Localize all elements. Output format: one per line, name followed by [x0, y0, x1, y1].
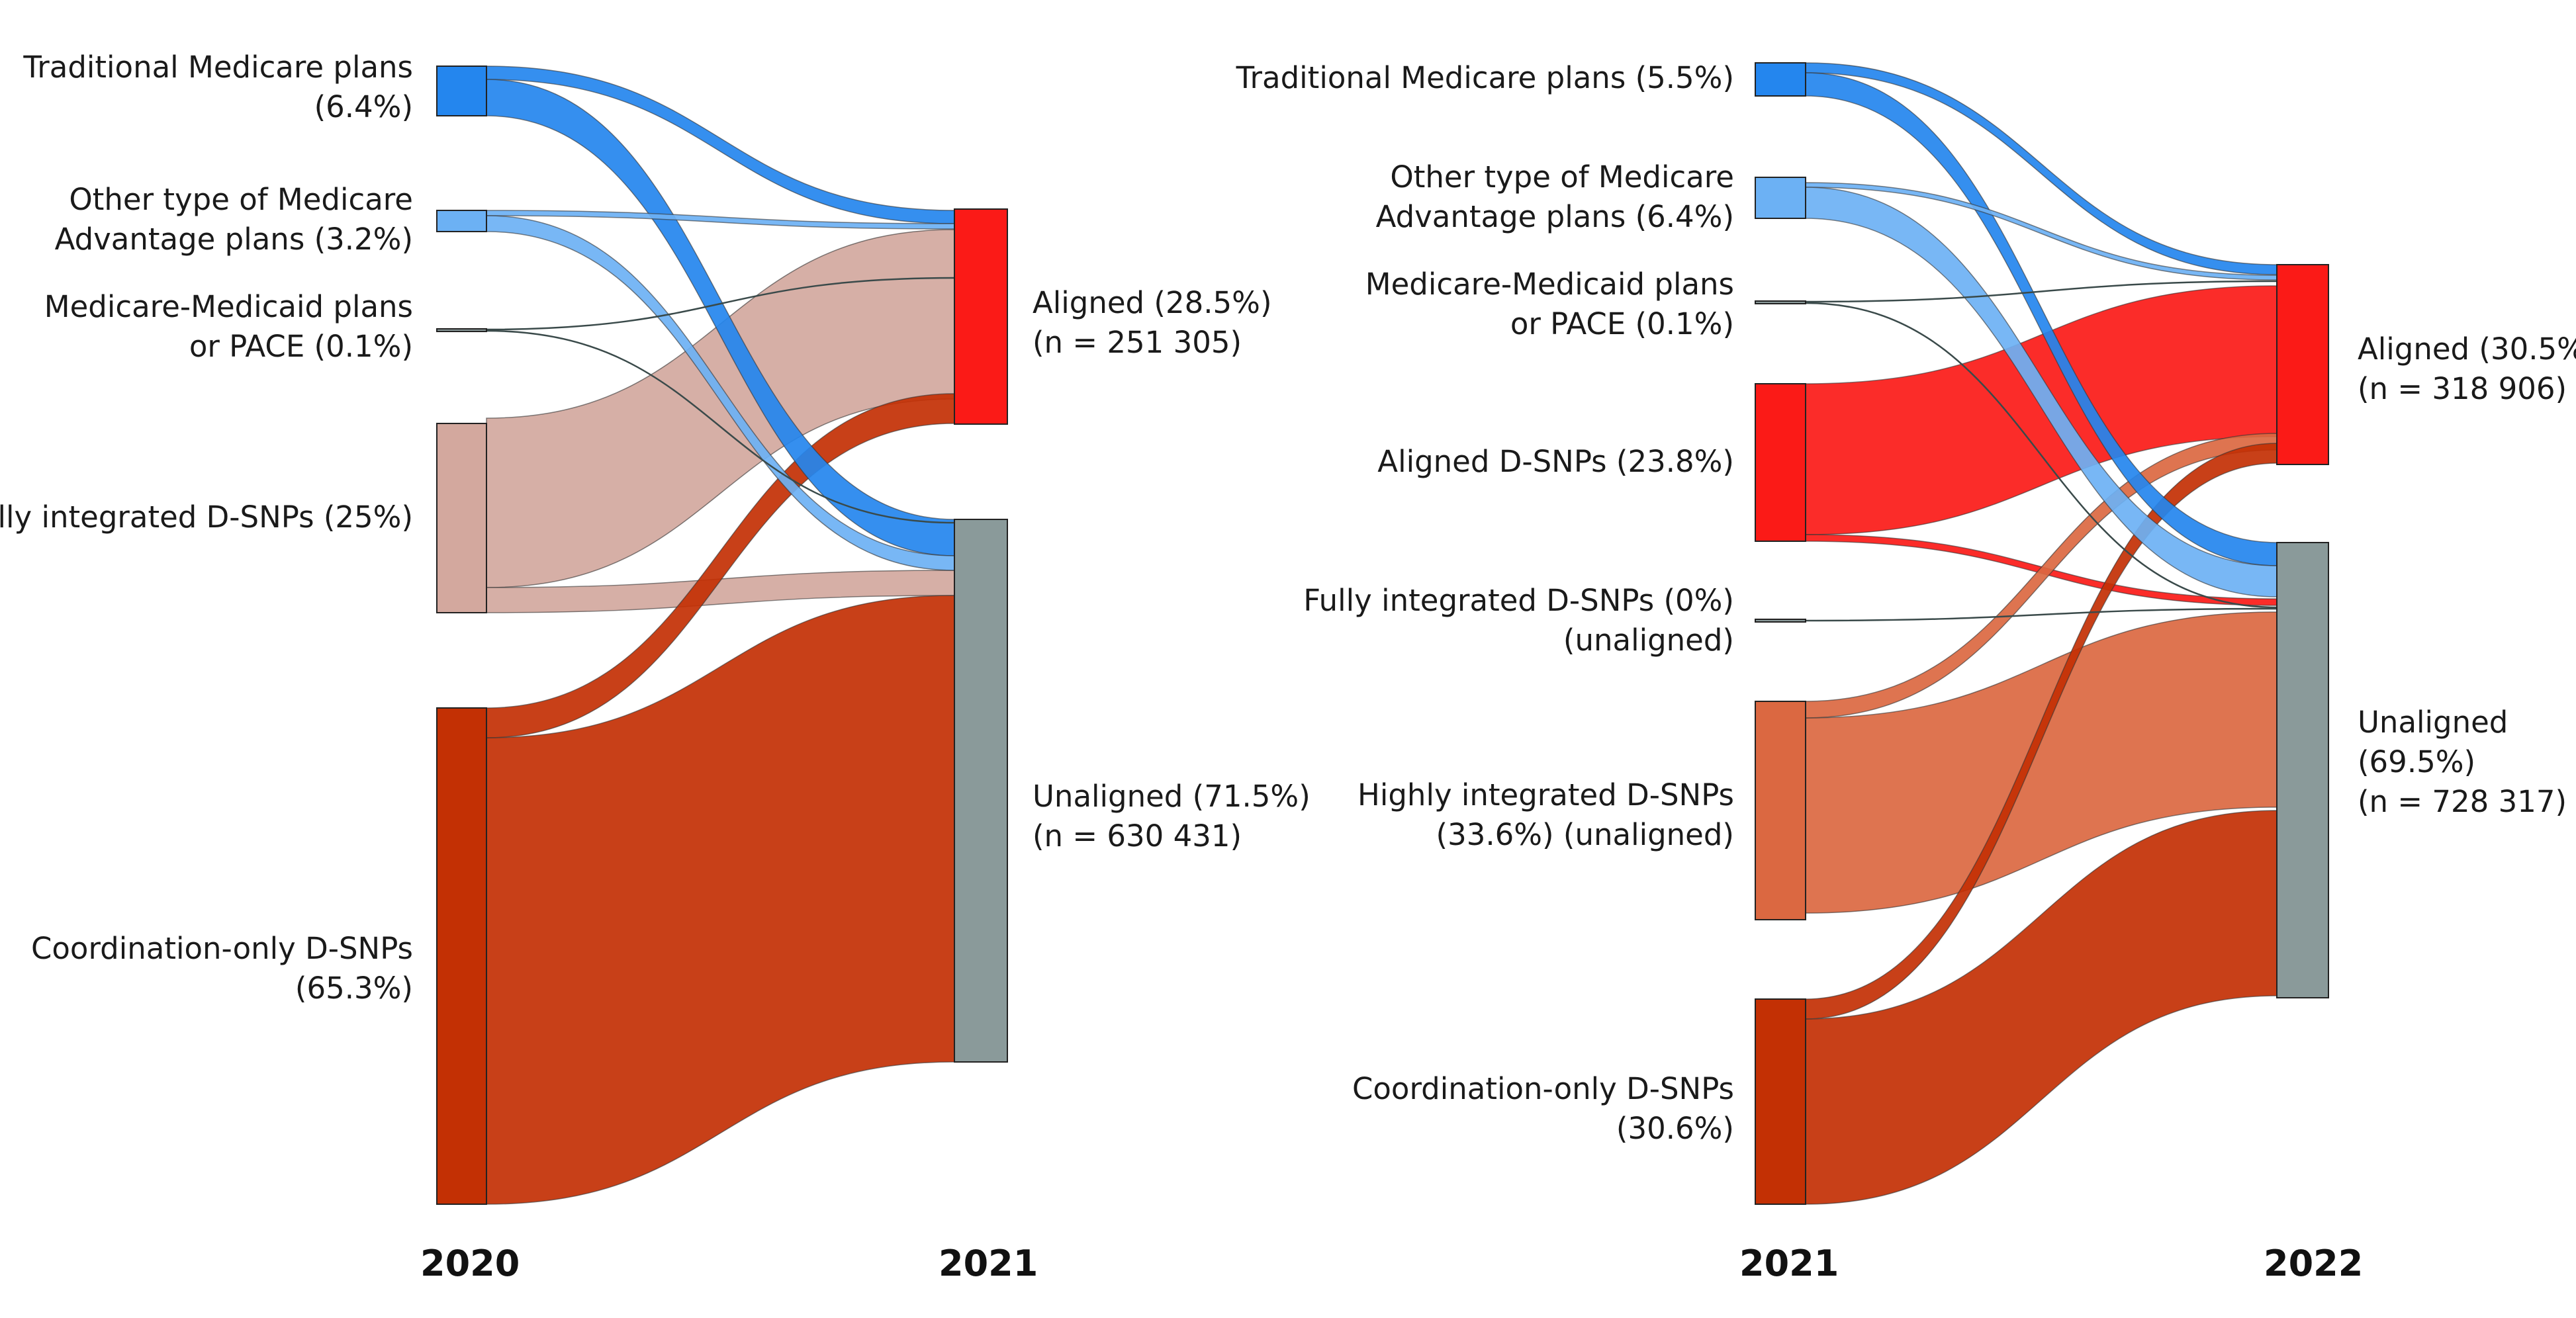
source-label-coordination-only-2021: Coordination-only D-SNPs (30.6%): [1352, 1071, 1734, 1146]
source-node-fully-integrated-2020: [436, 423, 487, 613]
source-node-coordination-only-2020: [436, 707, 487, 1205]
target-label-aligned-2022: Aligned (30.5%) (n = 318 906): [2358, 331, 2576, 406]
flow-medicare-medicaid-to-unaligned: [486, 330, 955, 524]
target-node-aligned-2022: [2276, 264, 2329, 465]
source-label-traditional-2021: Traditional Medicare plans (5.5%): [1236, 60, 1734, 95]
flow-traditional-to-aligned: [486, 66, 955, 224]
source-label-medicare-medicaid-2021: Medicare-Medicaid plans or PACE (0.1%): [1365, 267, 1734, 341]
source-label-fully-integrated-2021: Fully integrated D-SNPs (0%) (unaligned): [1303, 583, 1734, 658]
source-node-other-ma-2021: [1755, 177, 1806, 219]
source-label-coordination-only-2020: Coordination-only D-SNPs (65.3%): [30, 931, 413, 1006]
flow-coordination-only-to-unaligned: [486, 595, 955, 1205]
year-label-2022: 2022: [2264, 1243, 2364, 1284]
year-label-2020: 2020: [420, 1243, 520, 1284]
source-label-medicare-medicaid-2020: Medicare-Medicaid plans or PACE (0.1%): [44, 289, 413, 364]
target-label-unaligned-2022: Unaligned (69.5%) (n = 728 317): [2358, 705, 2567, 819]
source-label-other-ma-2021: Other type of Medicare Advantage plans (…: [1375, 159, 1734, 234]
source-node-coordination-only-2021: [1755, 998, 1806, 1205]
target-node-aligned-2021: [954, 208, 1008, 425]
sankey-panel-2021-2022: [1755, 62, 2329, 1205]
source-label-aligned-dsnp-2021: Aligned D-SNPs (23.8%): [1377, 444, 1734, 479]
source-node-traditional-2021: [1755, 62, 1806, 97]
source-node-other-ma-2020: [436, 210, 487, 232]
source-node-medicare-medicaid-2021: [1755, 300, 1806, 304]
source-node-traditional-2020: [436, 66, 487, 116]
target-label-unaligned-2021: Unaligned (71.5%) (n = 630 431): [1033, 779, 1311, 854]
source-node-medicare-medicaid-2020: [436, 328, 487, 332]
source-label-traditional-2020: Traditional Medicare plans (6.4%): [23, 50, 413, 124]
sankey-panel-2020-2021: [436, 66, 1008, 1205]
target-node-unaligned-2021: [954, 519, 1008, 1063]
source-label-other-ma-2020: Other type of Medicare Advantage plans (…: [54, 182, 413, 257]
source-label-fully-integrated-2020: Fully integrated D-SNPs (25%): [0, 500, 413, 535]
flow-medicare-medicaid-to-aligned: [486, 277, 955, 331]
source-node-fully-integrated-2021: [1755, 619, 1806, 623]
target-node-unaligned-2022: [2276, 542, 2329, 998]
year-label-2021-right: 2021: [1739, 1243, 1839, 1284]
source-label-highly-integrated-2021: Highly integrated D-SNPs (33.6%) (unalig…: [1357, 777, 1734, 852]
flow-medicare-medicaid-to-unaligned-2022: [1805, 302, 2277, 609]
flow-fully-integrated-to-unaligned-2022: [1805, 607, 2277, 622]
year-label-2021-left: 2021: [939, 1243, 1038, 1284]
source-node-highly-integrated-2021: [1755, 701, 1806, 920]
target-label-aligned-2021: Aligned (28.5%) (n = 251 305): [1033, 285, 1272, 360]
flow-medicare-medicaid-to-aligned-2022: [1805, 280, 2277, 303]
source-node-aligned-dsnp-2021: [1755, 383, 1806, 542]
